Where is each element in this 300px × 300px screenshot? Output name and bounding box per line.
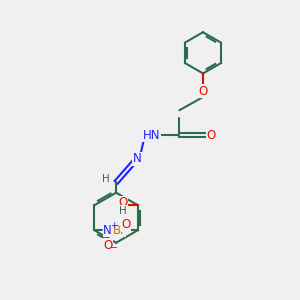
Text: H: H — [102, 174, 110, 184]
Text: O: O — [118, 196, 128, 209]
Text: HN: HN — [143, 129, 160, 142]
Text: −: − — [110, 243, 118, 253]
Text: Br: Br — [113, 224, 126, 237]
Text: O: O — [198, 85, 208, 98]
Text: N: N — [103, 224, 112, 237]
Text: N: N — [132, 152, 141, 165]
Text: O: O — [207, 129, 216, 142]
Text: O: O — [103, 239, 112, 252]
Text: O: O — [121, 218, 130, 231]
Text: H: H — [119, 206, 127, 215]
Text: +: + — [110, 221, 118, 230]
